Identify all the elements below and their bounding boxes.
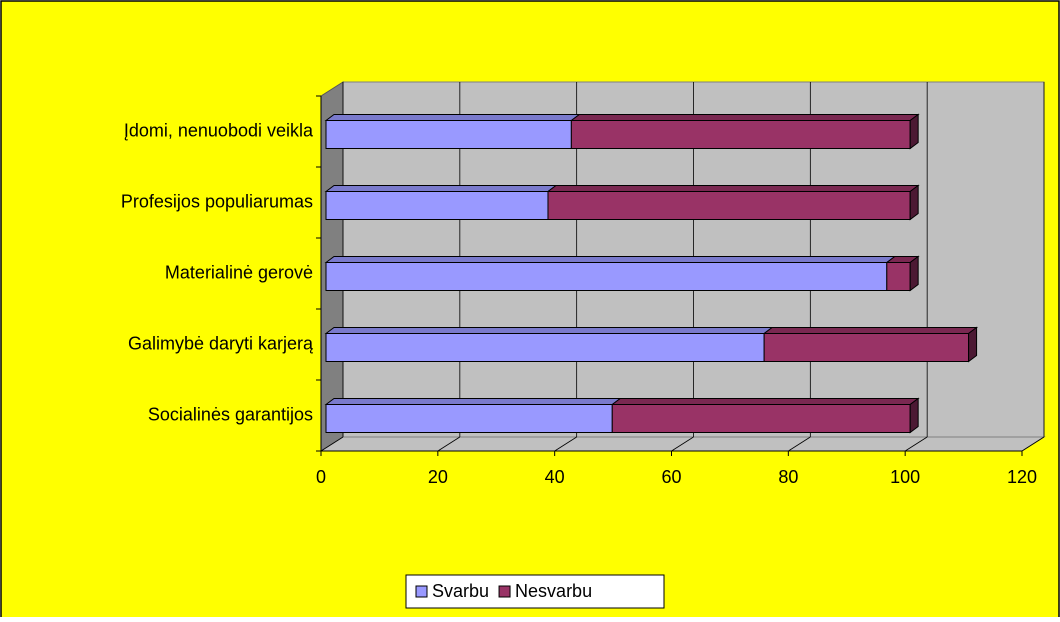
y-tick-label: Socialinės garantijos (148, 404, 313, 424)
bar-face (324, 327, 774, 334)
bar-face (610, 398, 920, 405)
bar (324, 114, 581, 149)
bar-face (325, 404, 613, 433)
bar-face (325, 120, 572, 149)
x-tick-label: 40 (545, 467, 565, 487)
bar-face (325, 262, 888, 291)
grid-line (788, 436, 811, 452)
legend-label: Nesvarbu (515, 581, 592, 601)
bar-face (546, 185, 920, 192)
grid-line (671, 436, 694, 452)
bar-face (324, 185, 558, 192)
bar-face (324, 398, 622, 405)
bar (324, 185, 558, 220)
bar-face (909, 397, 919, 434)
bar-face (763, 333, 970, 362)
x-tick-label: 120 (1007, 467, 1037, 487)
x-tick-label: 20 (428, 467, 448, 487)
bar-face (611, 404, 911, 433)
y-tick-label: Profesijos populiarumas (121, 191, 313, 211)
x-tick-label: 0 (316, 467, 326, 487)
x-tick-label: 80 (778, 467, 798, 487)
y-tick-label: Materialinė gerovė (165, 262, 313, 282)
grid-line (904, 436, 928, 452)
bar (569, 113, 920, 150)
grid-line (554, 436, 577, 452)
x-tick-label: 60 (661, 467, 681, 487)
bar-face (909, 255, 919, 292)
bar-face (325, 191, 549, 220)
x-tick-label: 100 (890, 467, 920, 487)
bar (610, 397, 920, 434)
bar-face (547, 191, 911, 220)
bar (546, 184, 920, 221)
bar-face (762, 327, 979, 334)
legend-label: Svarbu (432, 581, 489, 601)
grid-line (1021, 436, 1045, 452)
legend-swatch (415, 585, 428, 598)
bar-face (325, 333, 765, 362)
bar-face (886, 262, 911, 291)
y-tick-label: Įdomi, nenuobodi veikla (124, 120, 314, 140)
bar (762, 326, 979, 363)
bar-face (324, 114, 581, 121)
bar-face (909, 184, 919, 221)
bar (324, 256, 897, 291)
bar-face (570, 120, 911, 149)
bar (885, 255, 920, 292)
bar-face (968, 326, 978, 363)
bar (324, 327, 774, 362)
bar-face (909, 113, 919, 150)
legend (405, 574, 665, 609)
grid-line (437, 436, 461, 452)
bar-face (569, 114, 920, 121)
bar (324, 398, 622, 433)
bar-face (324, 256, 897, 263)
grid-line (320, 436, 344, 452)
y-tick-label: Galimybė daryti karjerą (128, 333, 314, 353)
legend-swatch (498, 585, 511, 598)
